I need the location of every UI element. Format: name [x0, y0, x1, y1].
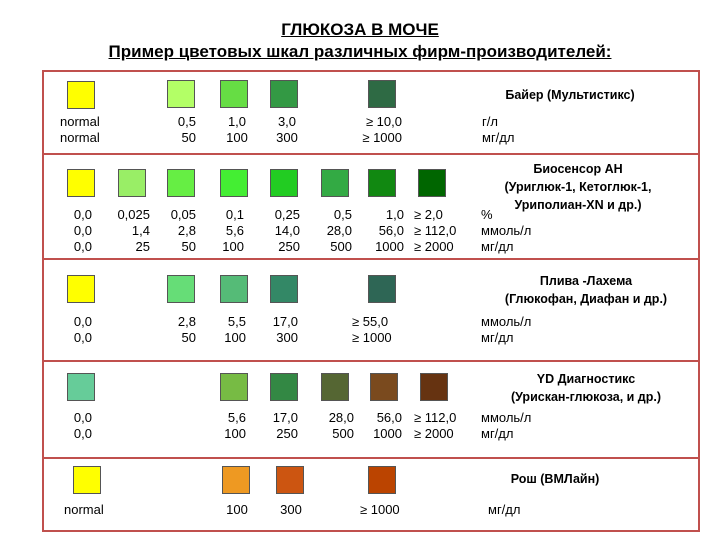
value-label: 300	[280, 502, 302, 517]
brand-name: YD Диагностикс (Урискан-глюкоза, и др.)	[510, 372, 662, 404]
color-swatch	[73, 466, 101, 494]
color-swatch	[368, 169, 396, 197]
unit-label: г/л мг/дл	[482, 114, 515, 145]
value-label: 0,5 50	[177, 114, 196, 145]
unit-label: мг/дл	[488, 502, 521, 517]
brand-name: Плива -Лахема (Глюкофан, Диафан и др.)	[504, 274, 668, 306]
color-swatch	[220, 169, 248, 197]
unit-label: % ммоль/л мг/дл	[481, 207, 532, 254]
value-label: 1,0 100	[226, 114, 248, 145]
value-label: 5,5 100	[224, 314, 246, 345]
section-divider	[42, 360, 700, 362]
color-swatch	[368, 466, 396, 494]
value-label: 0,25 14,0 250	[274, 207, 300, 254]
color-swatch	[67, 373, 95, 401]
value-label: ≥ 112,0 ≥ 2000	[414, 410, 457, 441]
value-label: 2,8 50	[177, 314, 196, 345]
color-swatch	[67, 275, 95, 303]
value-label: ≥ 2,0 ≥ 112,0 ≥ 2000	[414, 207, 457, 254]
brand-name: Байер (Мультистикс)	[505, 88, 635, 102]
value-label: 0,0 0,0 0,0	[73, 207, 92, 254]
value-label: ≥ 10,0 ≥ 1000	[362, 114, 402, 145]
value-label: normal	[64, 502, 104, 517]
brand-name: Рош (ВМЛайн)	[510, 472, 600, 486]
color-swatch	[167, 169, 195, 197]
color-swatch	[370, 373, 398, 401]
value-label: 17,0 250	[272, 410, 298, 441]
value-label: 1,0 56,0 1000	[375, 207, 404, 254]
value-label: 0,1 5,6 100	[222, 207, 244, 254]
value-label: 28,0 500	[328, 410, 354, 441]
value-label: 5,6 100	[224, 410, 246, 441]
value-label: normal normal	[60, 114, 100, 145]
color-swatch	[276, 466, 304, 494]
value-label: 0,5 28,0 500	[326, 207, 352, 254]
value-label: ≥ 1000	[360, 502, 400, 517]
value-label: 0,025 1,4 25	[117, 207, 150, 254]
color-swatch	[118, 169, 146, 197]
color-swatch	[220, 80, 248, 108]
unit-label: ммоль/л мг/дл	[481, 314, 532, 345]
color-swatch	[368, 275, 396, 303]
value-label: 17,0 300	[272, 314, 298, 345]
value-label: ≥ 55,0 ≥ 1000	[352, 314, 392, 345]
value-label: 56,0 1000	[373, 410, 402, 441]
color-swatch	[222, 466, 250, 494]
section-divider	[42, 457, 700, 459]
color-swatch	[270, 169, 298, 197]
page-title: ГЛЮКОЗА В МОЧЕ	[281, 20, 439, 39]
value-label: 0,05 2,8 50	[170, 207, 196, 254]
color-swatch	[270, 80, 298, 108]
value-label: 100	[226, 502, 248, 517]
section-divider	[42, 258, 700, 260]
color-swatch	[368, 80, 396, 108]
unit-label: ммоль/л мг/дл	[481, 410, 532, 441]
scales-frame	[42, 70, 700, 532]
color-swatch	[321, 373, 349, 401]
page-subtitle: Пример цветовых шкал различных фирм-прои…	[108, 42, 612, 61]
color-swatch	[418, 169, 446, 197]
color-swatch	[270, 373, 298, 401]
color-swatch	[321, 169, 349, 197]
color-swatch	[67, 169, 95, 197]
value-label: 3,0 300	[276, 114, 298, 145]
color-swatch	[420, 373, 448, 401]
color-swatch	[167, 80, 195, 108]
color-swatch	[220, 275, 248, 303]
color-swatch	[220, 373, 248, 401]
color-swatch	[270, 275, 298, 303]
color-swatch	[67, 81, 95, 109]
section-divider	[42, 153, 700, 155]
value-label: 0,0 0,0	[73, 314, 92, 345]
value-label: 0,0 0,0	[73, 410, 92, 441]
brand-name: Биосенсор АН (Уриглюк-1, Кетоглюк-1, Ури…	[504, 162, 652, 212]
color-swatch	[167, 275, 195, 303]
